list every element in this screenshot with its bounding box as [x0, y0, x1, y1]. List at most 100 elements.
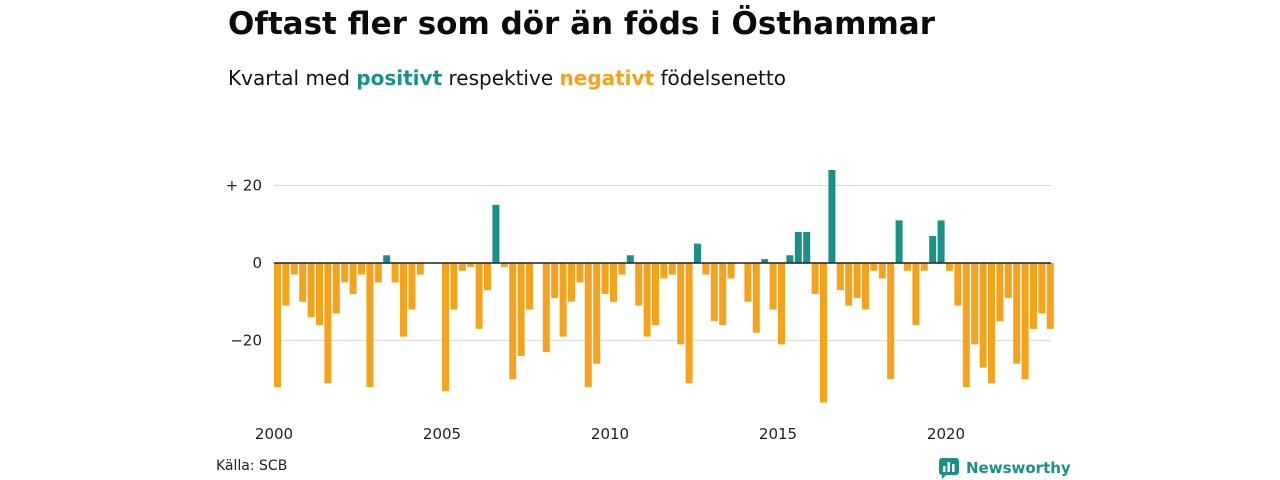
data-bar: [778, 263, 785, 345]
data-bar: [601, 263, 609, 294]
data-bar: [971, 263, 979, 345]
data-bar: [442, 263, 449, 391]
y-tick-label: 0: [252, 254, 262, 272]
x-axis-labels: 2000 2005 2010 2015 2020: [255, 425, 965, 443]
data-bar: [996, 263, 1004, 322]
source-note: Källa: SCB: [216, 458, 288, 474]
data-bar: [668, 263, 676, 275]
data-bar: [1030, 263, 1037, 329]
x-tick-label: 2000: [255, 425, 293, 443]
data-bar: [887, 263, 895, 380]
data-bar: [559, 263, 567, 337]
brand-label: Newsworthy: [966, 459, 1071, 477]
data-bar: [492, 204, 500, 263]
x-tick-label: 2020: [927, 425, 965, 443]
y-axis-labels: + 20 0 −20: [226, 177, 262, 350]
data-bar: [408, 263, 416, 310]
data-bar: [803, 232, 811, 263]
data-bar: [1038, 263, 1046, 314]
data-bar: [878, 263, 886, 279]
data-bar: [635, 263, 643, 306]
data-bar: [1013, 263, 1021, 364]
data-bar: [584, 263, 592, 387]
data-bar: [811, 263, 819, 294]
data-bar: [769, 263, 777, 310]
data-bar: [1004, 263, 1012, 298]
data-bar: [694, 243, 701, 263]
data-bar: [576, 263, 584, 283]
subtitle-middle: respektive: [448, 66, 554, 90]
data-bar: [862, 263, 869, 310]
x-tick-label: 2010: [591, 425, 629, 443]
data-bar: [626, 255, 634, 263]
data-bar: [895, 220, 903, 263]
data-bar: [820, 263, 827, 403]
data-bar: [383, 255, 391, 263]
data-bar: [618, 263, 626, 275]
subtitle-negative-keyword: negativt: [559, 66, 655, 90]
data-bar: [836, 263, 844, 291]
data-bar: [282, 263, 290, 306]
data-bar: [643, 263, 651, 337]
data-bar: [274, 263, 281, 387]
data-bar: [660, 263, 668, 279]
chart-subtitle: Kvartal med positivt respektive negativt…: [228, 66, 786, 90]
data-bar: [719, 263, 727, 325]
y-tick-label: + 20: [226, 177, 262, 195]
y-tick-label: −20: [230, 332, 262, 350]
subtitle-positive-keyword: positivt: [356, 66, 443, 90]
bars: [274, 170, 1054, 403]
data-bar: [979, 263, 987, 368]
data-bar: [828, 170, 836, 263]
data-bar: [299, 263, 307, 302]
chart-title: Oftast fler som dör än föds i Östhammar: [228, 6, 935, 42]
data-bar: [786, 255, 794, 263]
subtitle-suffix: födelsenetto: [660, 66, 786, 90]
data-bar: [912, 263, 920, 325]
data-bar: [920, 263, 928, 271]
data-bar: [290, 263, 298, 275]
data-bar: [349, 263, 357, 294]
data-bar: [467, 263, 475, 267]
data-bar: [710, 263, 718, 322]
x-tick-label: 2015: [759, 425, 797, 443]
data-bar: [366, 263, 374, 387]
data-bar: [988, 263, 995, 384]
data-bar: [450, 263, 458, 310]
subtitle-prefix: Kvartal med: [228, 66, 350, 90]
data-bar: [1046, 263, 1054, 329]
data-bar: [937, 220, 945, 263]
data-bar: [727, 263, 735, 279]
data-bar: [416, 263, 424, 275]
data-bar: [954, 263, 962, 306]
data-bar: [332, 263, 340, 314]
data-bar: [568, 263, 575, 302]
data-bar: [526, 263, 533, 310]
data-bar: [358, 263, 365, 275]
data-bar: [458, 263, 466, 271]
data-bar: [484, 263, 491, 291]
data-bar: [685, 263, 693, 384]
data-bar: [593, 263, 601, 364]
data-bar: [761, 259, 769, 263]
data-bar: [946, 263, 953, 271]
grid-lines: [274, 184, 1051, 342]
data-bar: [517, 263, 525, 356]
data-bar: [307, 263, 315, 318]
newsworthy-icon: [939, 458, 959, 479]
data-bar: [962, 263, 970, 387]
data-bar: [1021, 263, 1029, 380]
data-bar: [610, 263, 617, 302]
data-bar: [652, 263, 659, 325]
brand-logo: Newsworthy: [938, 457, 1071, 479]
data-bar: [542, 263, 550, 353]
data-bar: [677, 263, 685, 345]
data-bar: [391, 263, 399, 283]
data-bar: [870, 263, 878, 271]
data-bar: [316, 263, 323, 325]
data-bar: [374, 263, 382, 283]
data-bar: [500, 263, 508, 267]
data-bar: [904, 263, 911, 271]
data-bar: [475, 263, 483, 329]
